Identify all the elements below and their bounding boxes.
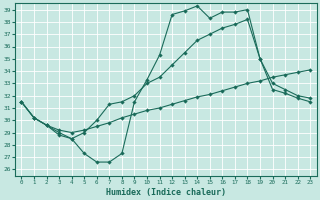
X-axis label: Humidex (Indice chaleur): Humidex (Indice chaleur) [106, 188, 226, 197]
